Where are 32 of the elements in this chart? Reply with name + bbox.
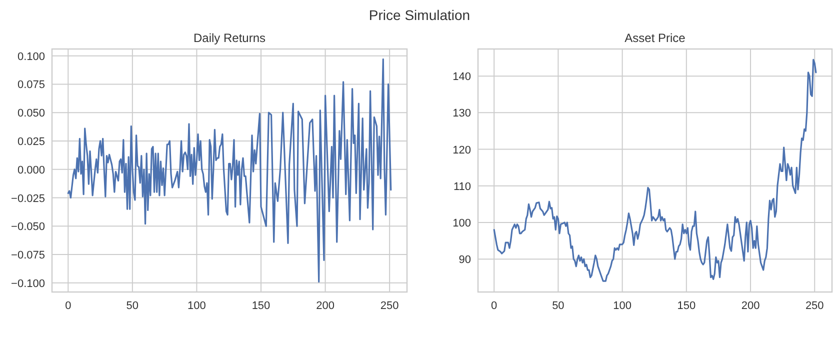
x-tick-label: 250: [380, 300, 399, 312]
y-tick-label: 0.075: [17, 79, 45, 92]
x-tick-label: 0: [65, 300, 72, 312]
y-tick-label: 130: [452, 108, 471, 120]
y-tick-label: 120: [452, 144, 471, 156]
y-tick-label: 0.100: [17, 50, 45, 63]
x-tick-label: 150: [677, 300, 696, 312]
x-tick-label: 50: [126, 300, 139, 312]
y-tick-label: 0.050: [17, 108, 45, 120]
text: Price Simulation: [368, 7, 470, 23]
y-tick-label: −0.075: [11, 250, 45, 262]
x-tick-label: 100: [613, 300, 632, 312]
line-series: [493, 58, 817, 282]
y-tick-label: 100: [452, 217, 471, 230]
chart-title: Asset Price: [624, 31, 686, 45]
x-tick-label: 50: [552, 300, 564, 312]
y-tick-label: 0.000: [17, 164, 45, 176]
x-tick-label: 100: [188, 300, 206, 312]
y-tick-label: −0.100: [11, 278, 45, 290]
x-tick-label: 150: [252, 300, 270, 312]
y-tick-label: 90: [458, 254, 471, 266]
x-tick-label: 200: [316, 300, 334, 312]
x-tick-label: 250: [805, 300, 824, 312]
y-tick-label: 140: [452, 71, 471, 84]
line-series: [67, 58, 392, 283]
y-tick-label: −0.025: [11, 192, 45, 205]
chart-title: Daily Returns: [193, 31, 266, 45]
y-tick-label: −0.050: [11, 221, 45, 234]
y-tick-label: 110: [453, 180, 471, 193]
x-tick-label: 200: [741, 300, 760, 312]
x-tick-label: 0: [491, 300, 498, 312]
y-tick-label: 0.025: [17, 136, 45, 148]
